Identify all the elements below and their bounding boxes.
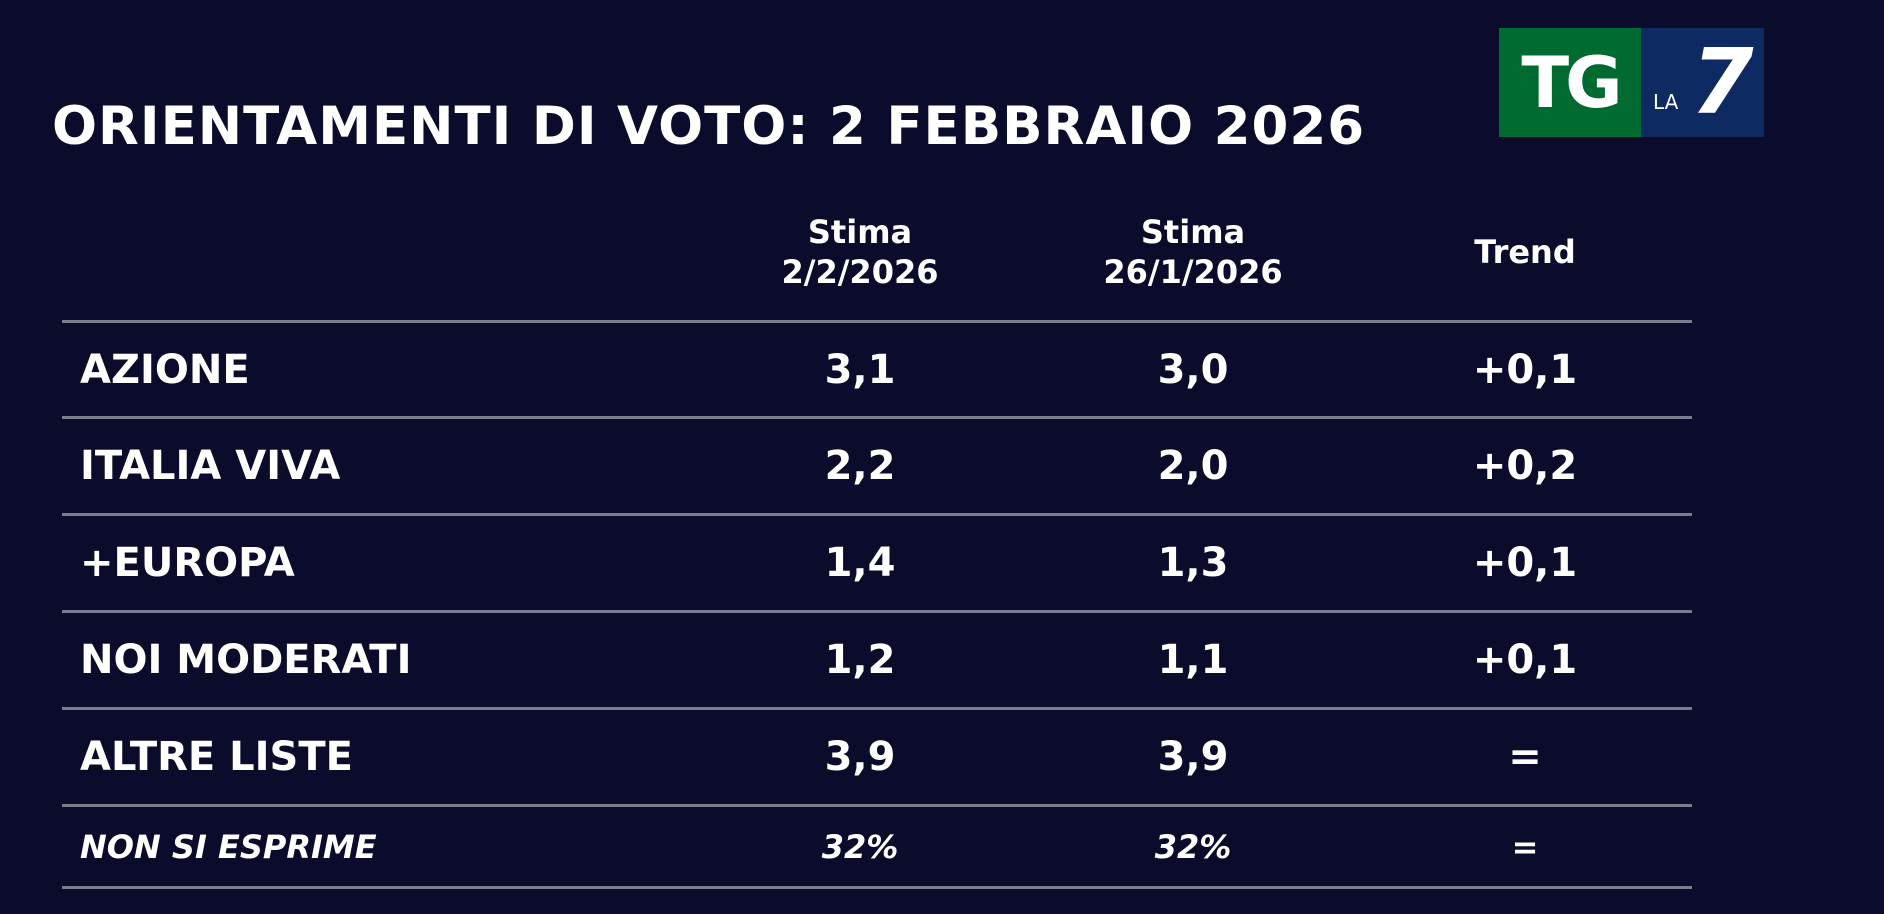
row-previous-value: 3,9	[1157, 734, 1229, 780]
column-header-line1: Stima	[807, 213, 913, 251]
row-current-value: 3,1	[824, 347, 896, 393]
row-previous-value: 1,3	[1157, 540, 1229, 586]
row-previous-value: 2,0	[1157, 443, 1229, 489]
row-trend-value: +0,1	[1472, 637, 1578, 683]
column-header-current: Stima 2/2/2026	[710, 212, 1010, 292]
column-header-line2: 2/2/2026	[781, 253, 939, 291]
table-divider	[62, 513, 1692, 516]
row-trend-value: =	[1508, 734, 1542, 780]
row-current-value: 1,4	[824, 540, 896, 586]
row-label: NOI MODERATI	[80, 637, 412, 683]
column-header-line1: Trend	[1474, 233, 1576, 271]
table-divider	[62, 804, 1692, 807]
table-divider	[62, 707, 1692, 710]
column-header-previous: Stima 26/1/2026	[1043, 212, 1343, 292]
row-trend-value: +0,1	[1472, 540, 1578, 586]
row-previous-value: 32%	[1154, 828, 1232, 866]
table-divider	[62, 610, 1692, 613]
row-label: AZIONE	[80, 347, 250, 393]
page-title: ORIENTAMENTI DI VOTO: 2 FEBBRAIO 2026	[52, 96, 1366, 157]
row-label: ITALIA VIVA	[80, 443, 341, 489]
table-divider	[62, 886, 1692, 889]
row-current-value: 1,2	[824, 637, 896, 683]
logo-la7: LA 7	[1641, 28, 1764, 137]
row-trend-value: =	[1511, 828, 1539, 866]
column-header-line2: 26/1/2026	[1103, 253, 1283, 291]
row-previous-value: 1,1	[1157, 637, 1229, 683]
row-previous-value: 3,0	[1157, 347, 1229, 393]
logo-seven: 7	[1691, 30, 1754, 135]
row-label: ALTRE LISTE	[80, 734, 353, 780]
row-current-value: 2,2	[824, 443, 896, 489]
row-label: +EUROPA	[80, 540, 295, 586]
row-label: NON SI ESPRIME	[80, 828, 377, 866]
tg-la7-logo: TG LA 7	[1499, 28, 1764, 137]
table-divider	[62, 416, 1692, 419]
row-trend-value: +0,2	[1472, 443, 1578, 489]
table-divider	[62, 320, 1692, 323]
logo-tg: TG	[1499, 28, 1641, 137]
row-trend-value: +0,1	[1472, 347, 1578, 393]
logo-la: LA	[1653, 90, 1679, 114]
column-header-line1: Stima	[1140, 213, 1246, 251]
row-current-value: 32%	[821, 828, 899, 866]
column-header-trend: Trend	[1375, 232, 1675, 272]
row-current-value: 3,9	[824, 734, 896, 780]
